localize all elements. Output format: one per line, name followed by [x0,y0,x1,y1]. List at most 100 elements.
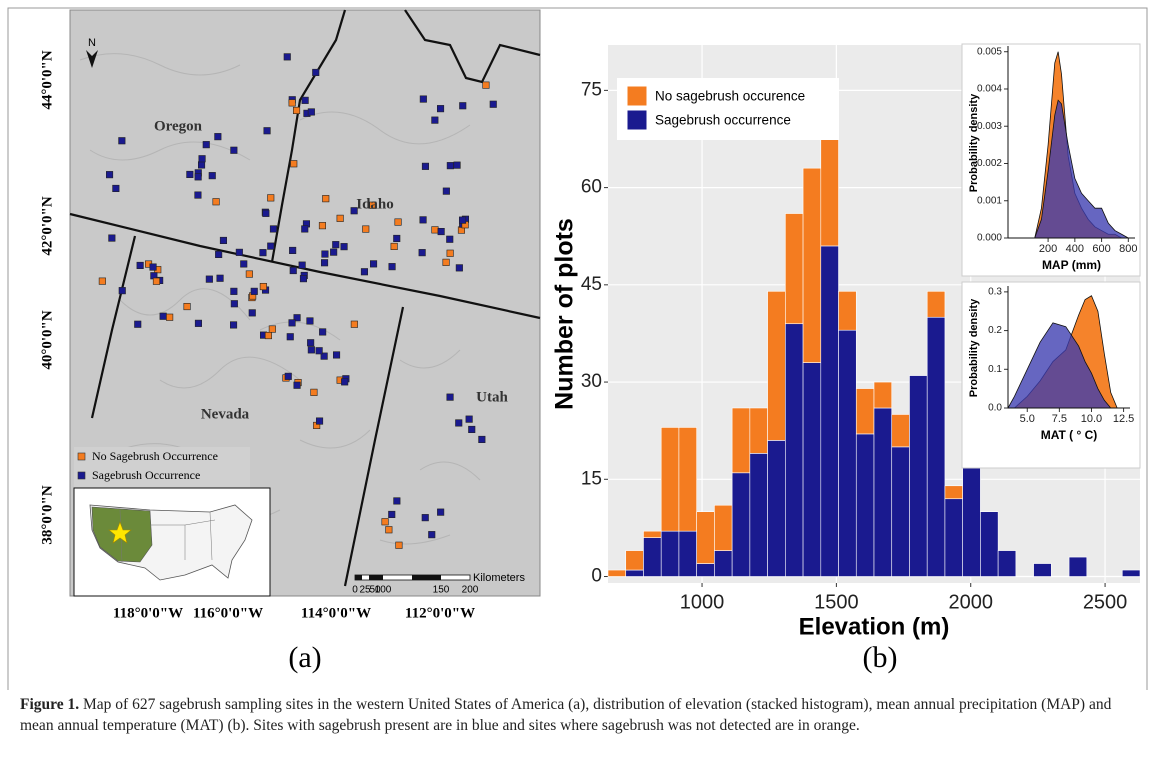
site-marker [468,425,476,434]
site-marker [320,352,328,360]
x-tick-label: 2500 [1083,591,1128,613]
site-marker [259,282,267,291]
site-marker [248,309,256,317]
border [270,9,347,263]
bar-segment [785,323,804,577]
site-marker [385,526,393,534]
site-marker [290,160,298,168]
bar-segment [660,427,680,532]
bar-segment [838,291,857,331]
scale-label: 25 [359,585,371,596]
site-marker [240,260,248,268]
site-marker [307,108,315,116]
site-marker [152,277,160,285]
site-marker [194,319,202,327]
site-marker [395,541,403,549]
site-marker [108,234,116,242]
panel-label: (a) [288,641,321,674]
site-marker [418,249,426,257]
site-marker [459,102,467,110]
site-marker [458,216,467,224]
border [69,212,541,320]
y-tick-label: 0.001 [977,195,1002,206]
bar-segment [1068,556,1088,577]
site-marker [299,275,308,283]
state-label: Nevada [201,406,250,422]
site-marker [322,195,330,203]
y-tick-label: 15 [581,468,602,489]
site-marker [230,287,238,295]
site-marker [446,162,454,170]
bar-segment [678,427,697,532]
site-marker [307,339,315,347]
caption-label: Figure 1. [20,696,80,713]
site-marker [194,191,202,199]
site-marker [262,209,270,217]
site-marker [332,241,340,249]
bar-segment [643,537,662,577]
site-marker [112,184,120,192]
study-star [108,521,132,544]
site-marker [390,242,398,250]
state-label: Oregon [154,118,203,134]
site-marker [442,258,450,266]
site-marker [388,263,396,271]
y-tick-label: 0.3 [988,287,1002,298]
bar-segment [962,459,981,577]
site-marker [437,508,445,516]
y-axis-title: Probability density [968,93,980,192]
site-marker [431,226,439,234]
x-axis-title: MAT ( ° C) [1041,428,1098,442]
bar-segment [855,433,875,577]
caption: Figure 1. Map of 627 sagebrush sampling … [20,694,1135,736]
site-marker [230,321,238,329]
site-marker [215,250,223,258]
y-tick-label: 75 [581,79,602,100]
bar-segment [926,291,946,318]
figure: 44°0'0"N 42°0'0"N 40°0'0"N 38°0'0"N 118°0'0"… [7,7,1148,690]
bar-segment [1121,569,1141,577]
site-marker [159,312,167,320]
site-marker [149,263,157,271]
site-marker [482,81,490,89]
site-marker [301,225,309,233]
y-tick-label: 45 [581,274,602,295]
site-marker [455,419,463,427]
bar-segment [660,530,680,577]
site-marker [214,133,222,141]
bar-segment [767,440,786,577]
site-marker [194,173,202,181]
y-axis-title: Number of plots [551,218,579,410]
site-marker [350,207,358,215]
bar-segment [820,245,839,577]
site-marker [446,235,454,243]
latitude-label: 38°0'0"N [39,485,55,544]
site-marker [489,100,497,108]
inset-states [119,509,216,563]
site-marker [394,218,402,226]
bar-segment [785,213,804,325]
site-marker [421,162,430,170]
site-marker [321,250,329,258]
site-markers [98,53,497,549]
site-marker [306,317,314,325]
site-marker [421,514,429,522]
longitude-label: 112°0'0"W [405,605,475,621]
legend-label: No sagebrush occurence [655,89,805,104]
state-label: Idaho [356,196,394,212]
scale-label: 100 [375,585,392,596]
bar-segment [838,329,857,577]
legend-label: Sagebrush occurrence [655,113,791,128]
site-marker [263,127,271,135]
site-marker [310,388,318,396]
site-marker [369,201,377,209]
site-marker [478,435,486,444]
site-marker [453,161,461,169]
site-marker [381,518,389,526]
bar-segment [731,407,751,474]
site-marker [289,246,297,254]
bar-segment [1033,563,1052,577]
site-marker [284,372,292,380]
bar-segment [909,375,928,577]
